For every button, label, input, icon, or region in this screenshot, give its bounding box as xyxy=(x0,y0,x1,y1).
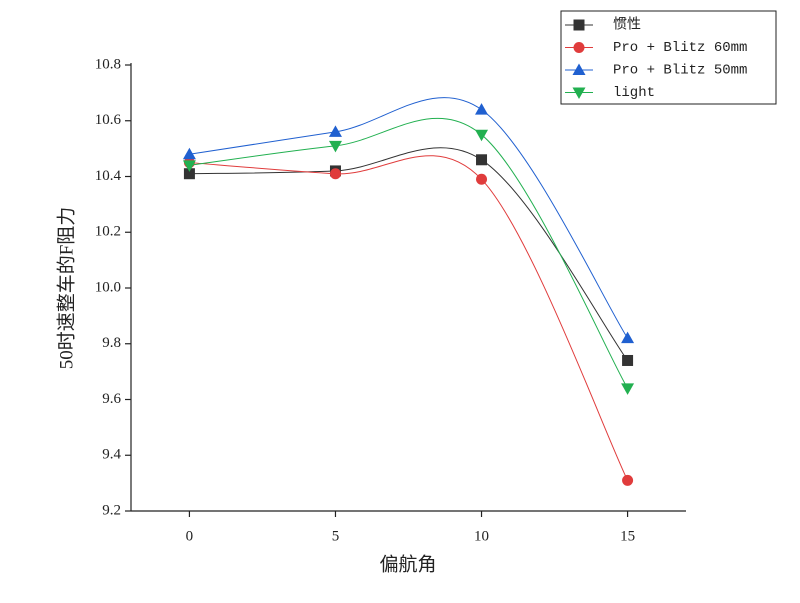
legend-marker xyxy=(573,19,585,31)
data-point xyxy=(475,103,489,115)
legend-label: Pro + Blitz 50mm xyxy=(613,63,747,79)
y-tick-label: 10.4 xyxy=(95,168,122,184)
series-line xyxy=(189,97,629,339)
data-point xyxy=(183,168,195,180)
data-point xyxy=(621,331,635,344)
data-point xyxy=(182,160,196,172)
x-tick-label: 5 xyxy=(332,528,340,544)
legend-box xyxy=(560,10,777,105)
x-axis-label: 偏航角 xyxy=(379,553,436,575)
data-point xyxy=(475,129,489,142)
data-point xyxy=(182,147,196,160)
data-point xyxy=(328,125,342,137)
y-tick-label: 10.6 xyxy=(95,112,122,128)
data-point xyxy=(476,154,488,166)
x-tick-label: 0 xyxy=(186,528,194,544)
legend-label: Pro + Blitz 60mm xyxy=(613,40,747,56)
data-point xyxy=(476,173,488,185)
y-tick-label: 10.2 xyxy=(95,224,121,240)
y-axis-label: 50时速整车的F阻力 xyxy=(55,207,77,370)
data-point xyxy=(622,354,634,366)
y-tick-label: 9.8 xyxy=(102,335,121,351)
series-line xyxy=(189,155,629,481)
legend-marker xyxy=(573,42,585,53)
legend-marker xyxy=(572,63,586,75)
x-tick-label: 15 xyxy=(620,528,635,544)
legend-label: 惯性 xyxy=(613,16,641,34)
legend-label: light xyxy=(613,85,655,101)
x-tick-label: 10 xyxy=(474,528,489,544)
y-tick-label: 9.6 xyxy=(102,391,121,407)
data-point xyxy=(329,168,341,180)
data-point xyxy=(328,140,342,153)
y-tick-label: 9.2 xyxy=(102,502,121,518)
y-tick-label: 10.0 xyxy=(95,279,121,295)
series-line xyxy=(189,147,628,361)
y-tick-label: 10.8 xyxy=(95,56,121,72)
series-line xyxy=(189,117,629,389)
data-point xyxy=(621,383,635,395)
legend-marker xyxy=(572,87,586,99)
y-tick-label: 9.4 xyxy=(102,447,121,463)
data-point xyxy=(622,474,634,486)
